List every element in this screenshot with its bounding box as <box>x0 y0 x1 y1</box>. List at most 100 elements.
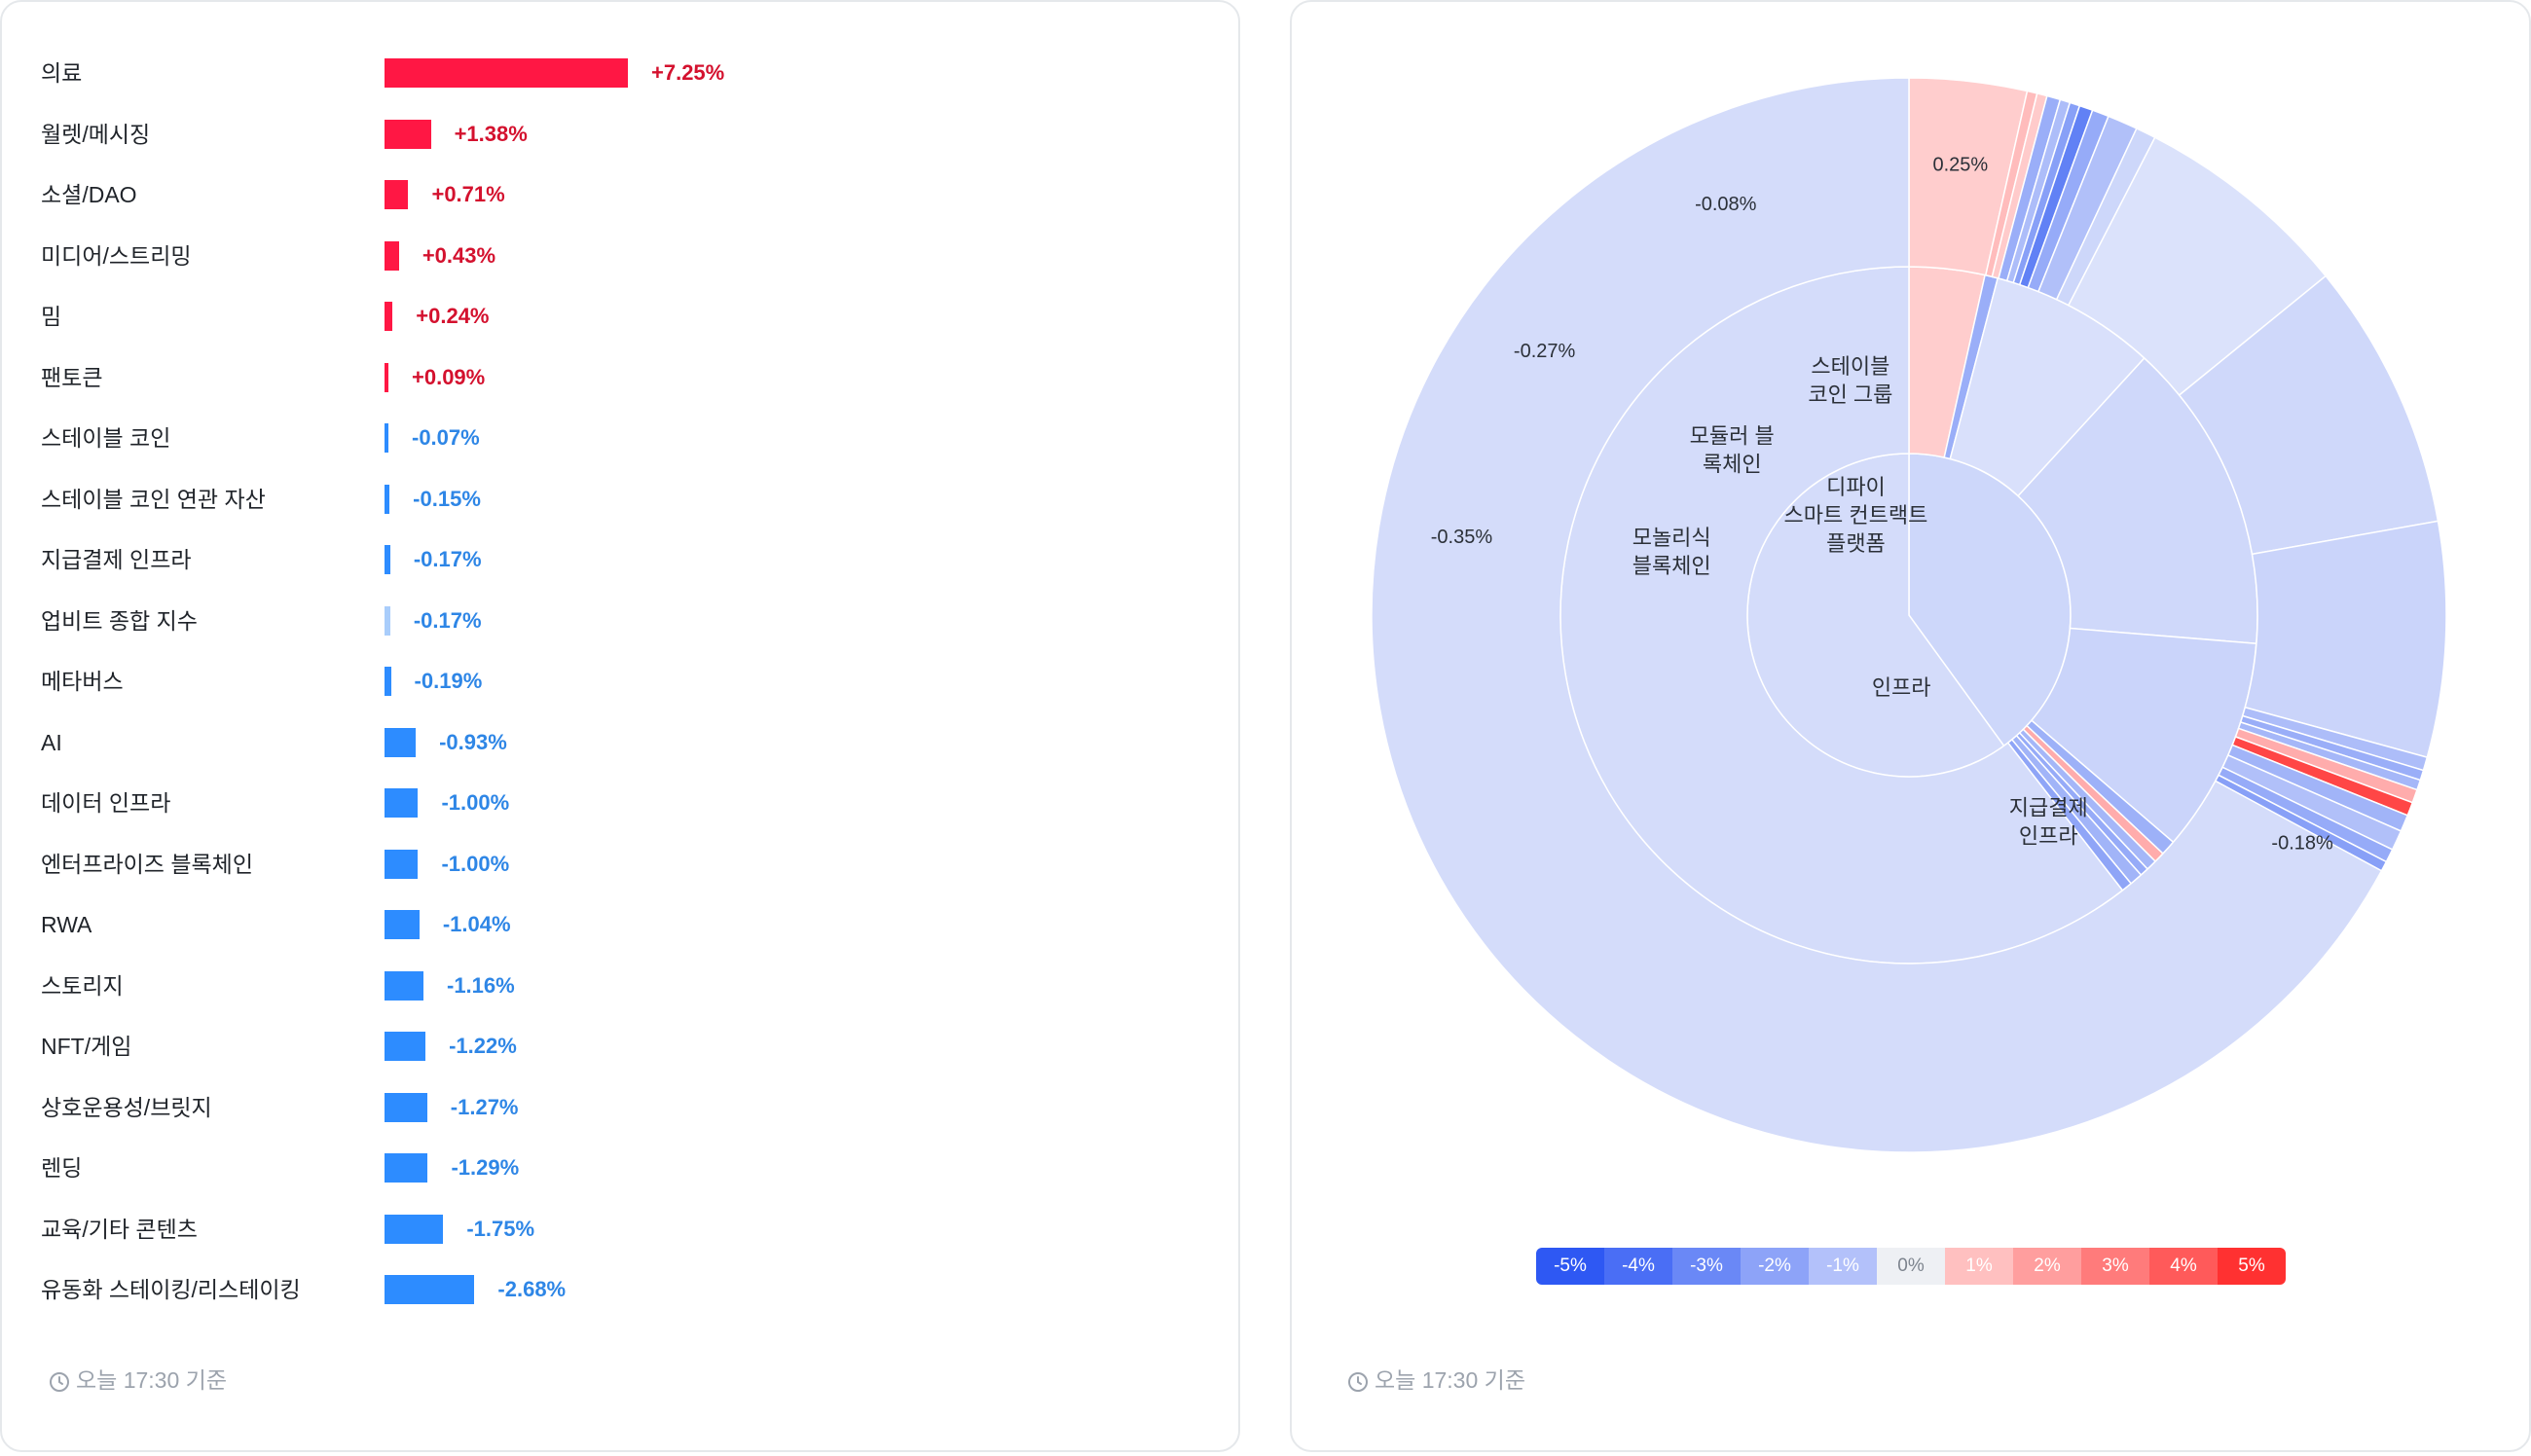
legend-item: -5% <box>1536 1248 1604 1285</box>
bar-value-label: -0.15% <box>413 469 481 529</box>
bar[interactable] <box>385 1275 474 1304</box>
bar-category-label: RWA <box>41 894 92 955</box>
bar-chart-panel: 의료 +7.25% 월렛/메시징 +1.38% 소셜/DAO +0.71% 미디어/스트리밍… <box>0 0 1240 1452</box>
bar-value-label: +1.38% <box>455 104 528 164</box>
legend-item: 1% <box>1945 1248 2013 1285</box>
bar-row[interactable]: 엔터프라이즈 블록체인 -1.00% <box>2 834 1238 894</box>
bar-category-label: 월렛/메시징 <box>41 104 150 164</box>
bar-row[interactable]: 의료 +7.25% <box>2 43 1238 103</box>
bar-category-label: 밈 <box>41 286 61 346</box>
bar-value-label: -1.29% <box>451 1138 519 1198</box>
bar-category-label: 엔터프라이즈 블록체인 <box>41 834 253 894</box>
bar-category-label: 스토리지 <box>41 956 124 1016</box>
updated-time-text: 오늘 17:30 기준 <box>76 1367 227 1393</box>
bar-category-label: 유동화 스테이킹/리스테이킹 <box>41 1259 301 1320</box>
bar-value-label: -1.00% <box>441 834 509 894</box>
bar[interactable] <box>385 788 418 818</box>
bar-category-label: 업비트 종합 지수 <box>41 591 198 651</box>
bar-category-label: NFT/게임 <box>41 1016 131 1076</box>
bar-row[interactable]: 소셜/DAO +0.71% <box>2 164 1238 225</box>
bar[interactable] <box>385 58 628 88</box>
bar-row[interactable]: 팬토큰 +0.09% <box>2 347 1238 408</box>
bar[interactable] <box>385 241 399 271</box>
legend-item: 3% <box>2081 1248 2149 1285</box>
color-legend: -5% -4% -3% -2% -1% 0% 1% 2% 3% 4% 5% <box>1536 1248 2286 1285</box>
bar-row[interactable]: NFT/게임 -1.22% <box>2 1016 1238 1076</box>
sunburst-label: -0.18% <box>2271 832 2333 854</box>
bar-row[interactable]: 지급결제 인프라 -0.17% <box>2 529 1238 590</box>
updated-time: 오늘 17:30 기준 <box>49 1361 227 1400</box>
legend-item: 2% <box>2013 1248 2081 1285</box>
bar-row[interactable]: 메타버스 -0.19% <box>2 651 1238 711</box>
bar-row[interactable]: AI -0.93% <box>2 712 1238 773</box>
bar[interactable] <box>385 423 388 453</box>
bar[interactable] <box>385 1032 425 1061</box>
bar[interactable] <box>385 850 418 879</box>
legend-item: 5% <box>2218 1248 2286 1285</box>
bar[interactable] <box>385 728 416 757</box>
clock-icon <box>49 1371 70 1393</box>
bar-value-label: -1.22% <box>449 1016 517 1076</box>
bar[interactable] <box>385 485 389 514</box>
bar-category-label: 상호운용성/브릿지 <box>41 1077 212 1138</box>
sunburst-label: -0.08% <box>1695 194 1757 215</box>
bar-row[interactable]: RWA -1.04% <box>2 894 1238 955</box>
bar[interactable] <box>385 910 420 939</box>
bar[interactable] <box>385 545 390 574</box>
legend-item: -3% <box>1672 1248 1741 1285</box>
bar-value-label: -0.17% <box>414 529 482 590</box>
bar-category-label: 미디어/스트리밍 <box>41 226 192 286</box>
bar-value-label: -0.19% <box>415 651 483 711</box>
bar-row[interactable]: 밈 +0.24% <box>2 286 1238 346</box>
bar-category-label: 팬토큰 <box>41 347 102 408</box>
clock-icon <box>1347 1371 1369 1393</box>
bar-row[interactable]: 월렛/메시징 +1.38% <box>2 104 1238 164</box>
bar[interactable] <box>385 1093 427 1122</box>
bar-value-label: -1.75% <box>466 1199 534 1259</box>
bar-category-label: 소셜/DAO <box>41 164 137 225</box>
bar-value-label: -0.17% <box>414 591 482 651</box>
bar-value-label: -1.04% <box>443 894 511 955</box>
bar-row[interactable]: 교육/기타 콘텐츠 -1.75% <box>2 1199 1238 1259</box>
bar[interactable] <box>385 667 391 696</box>
bar[interactable] <box>385 1153 427 1183</box>
bar[interactable] <box>385 606 390 636</box>
bar-category-label: 교육/기타 콘텐츠 <box>41 1199 198 1259</box>
legend-item: 0% <box>1877 1248 1945 1285</box>
bar-category-label: 스테이블 코인 <box>41 408 170 468</box>
bar-category-label: 메타버스 <box>41 651 124 711</box>
bar-value-label: +0.71% <box>431 164 504 225</box>
bar-row[interactable]: 상호운용성/브릿지 -1.27% <box>2 1077 1238 1138</box>
bar-row[interactable]: 스테이블 코인 연관 자산 -0.15% <box>2 469 1238 529</box>
legend-item: -2% <box>1741 1248 1809 1285</box>
legend-item: -1% <box>1809 1248 1877 1285</box>
bar-row[interactable]: 데이터 인프라 -1.00% <box>2 773 1238 833</box>
bar-value-label: -0.07% <box>412 408 480 468</box>
bar-row[interactable]: 유동화 스테이킹/리스테이킹 -2.68% <box>2 1259 1238 1320</box>
bar-row[interactable]: 미디어/스트리밍 +0.43% <box>2 226 1238 286</box>
sunburst-label: -0.27% <box>1514 341 1576 362</box>
bar[interactable] <box>385 180 408 209</box>
bar-row[interactable]: 렌딩 -1.29% <box>2 1138 1238 1198</box>
bar-category-label: 지급결제 인프라 <box>41 529 192 590</box>
bar[interactable] <box>385 120 431 149</box>
bar-row[interactable]: 스토리지 -1.16% <box>2 956 1238 1016</box>
bar[interactable] <box>385 302 392 331</box>
bar-category-label: AI <box>41 712 62 773</box>
sunburst-label: -0.35% <box>1431 527 1493 548</box>
bar-value-label: -1.00% <box>441 773 509 833</box>
legend-item: -4% <box>1604 1248 1672 1285</box>
bar-row[interactable]: 업비트 종합 지수 -0.17% <box>2 591 1238 651</box>
bar-row[interactable]: 스테이블 코인 -0.07% <box>2 408 1238 468</box>
bar-value-label: -1.16% <box>447 956 515 1016</box>
sunburst-label: 0.25% <box>1932 154 1988 175</box>
bar-category-label: 의료 <box>41 43 82 103</box>
updated-time: 오늘 17:30 기준 <box>1347 1361 1525 1400</box>
bar[interactable] <box>385 971 423 1001</box>
bar-value-label: +0.43% <box>422 226 495 286</box>
bar[interactable] <box>385 1215 443 1244</box>
bar[interactable] <box>385 363 388 392</box>
bar-value-label: +7.25% <box>651 43 724 103</box>
bar-value-label: +0.09% <box>412 347 485 408</box>
